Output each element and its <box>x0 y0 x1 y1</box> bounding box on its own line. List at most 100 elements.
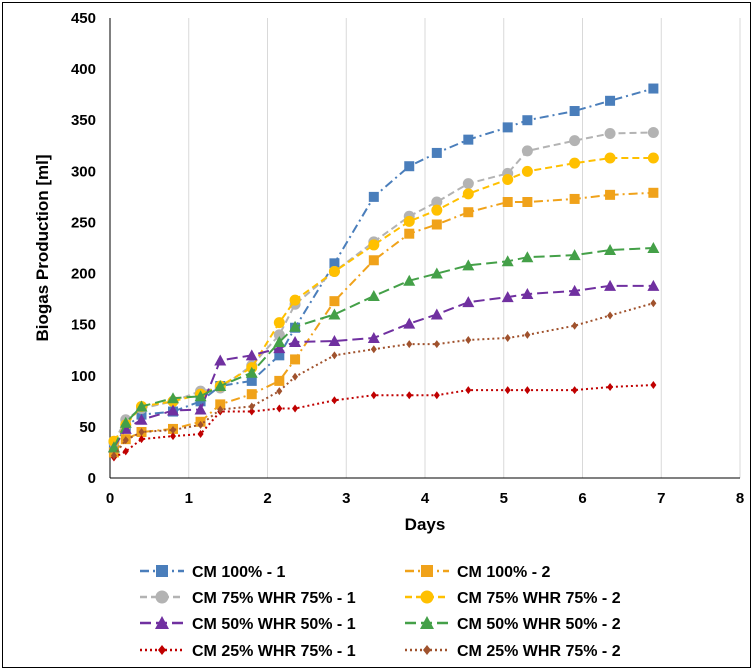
data-point <box>524 386 531 395</box>
legend-label: CM 50% WHR 50% - 2 <box>457 616 621 633</box>
legend-item: CM 100% - 1 <box>140 564 285 581</box>
data-point <box>403 215 415 227</box>
data-point <box>462 178 474 190</box>
x-tick-label: 4 <box>421 490 430 507</box>
x-tick-label: 7 <box>657 490 665 507</box>
data-point <box>605 189 616 200</box>
data-point <box>331 396 338 405</box>
data-point <box>367 290 380 302</box>
legend-marker <box>423 645 431 655</box>
data-point <box>246 389 257 400</box>
legend-item: CM 75% WHR 75% - 1 <box>140 590 356 607</box>
legend-marker <box>155 616 169 629</box>
data-point <box>430 308 443 320</box>
data-point <box>522 197 533 207</box>
data-point <box>521 288 534 299</box>
series-6 <box>107 242 660 453</box>
data-point <box>463 134 474 145</box>
data-point <box>648 83 659 94</box>
data-point <box>521 251 534 263</box>
data-point <box>246 375 257 386</box>
data-point <box>465 336 472 344</box>
data-point <box>167 404 179 416</box>
data-point <box>245 366 258 378</box>
data-point <box>276 387 283 396</box>
data-point <box>217 405 224 414</box>
data-point <box>274 375 285 386</box>
data-point <box>433 340 440 349</box>
legend: CM 100% - 1 CM 100% - 2 CM 75% WHR 75% - 1… <box>140 564 621 660</box>
x-tick-label: 1 <box>185 490 193 507</box>
legend-label: CM 25% WHR 75% - 1 <box>192 643 356 660</box>
x-tick-label: 5 <box>500 490 508 507</box>
data-point <box>367 331 380 343</box>
legend-marker <box>155 590 169 604</box>
data-point <box>329 296 340 307</box>
data-point <box>605 95 616 106</box>
data-point <box>433 391 440 400</box>
legend-marker <box>420 616 434 629</box>
data-point <box>370 391 377 400</box>
data-point <box>292 372 299 381</box>
data-point <box>248 402 255 411</box>
y-axis-label: Biogas Production [ml] <box>33 155 52 342</box>
legend-item: CM 75% WHR 75% - 2 <box>405 590 621 607</box>
data-point <box>462 259 475 271</box>
y-tick-label: 200 <box>71 266 96 283</box>
data-point <box>569 157 581 169</box>
data-point <box>406 340 413 349</box>
data-point <box>462 296 475 308</box>
axes <box>109 18 740 479</box>
data-point <box>569 193 580 204</box>
y-tick-label: 300 <box>71 163 96 180</box>
data-point <box>331 351 338 360</box>
data-point <box>568 249 581 261</box>
data-point <box>370 345 377 354</box>
y-tick-label: 250 <box>71 214 96 231</box>
data-point <box>403 317 416 329</box>
data-point <box>647 279 660 291</box>
data-point <box>524 330 531 339</box>
x-tick-label: 8 <box>736 490 744 507</box>
data-point <box>328 308 341 320</box>
y-tick-label: 350 <box>71 112 96 129</box>
series-8 <box>110 299 657 460</box>
series-7 <box>110 380 657 462</box>
data-point <box>522 115 533 126</box>
data-point <box>569 135 581 147</box>
data-point <box>368 255 379 266</box>
legend-label: CM 100% - 1 <box>192 564 285 581</box>
data-point <box>215 399 226 410</box>
data-point <box>195 396 206 407</box>
data-point <box>197 420 204 429</box>
data-point <box>170 425 176 434</box>
y-tick-label: 0 <box>88 470 96 487</box>
data-point <box>431 219 442 230</box>
legend-label: CM 75% WHR 75% - 2 <box>457 590 621 607</box>
data-point <box>650 299 657 308</box>
data-point <box>431 196 443 208</box>
tick-labels: 0 50 100 150 200 250 300 350 400 450 0 1 2 3 4 5 6 7 8 <box>71 10 744 507</box>
data-point <box>170 432 176 441</box>
data-point <box>502 174 514 186</box>
data-point <box>119 416 132 428</box>
data-point <box>110 451 117 460</box>
data-point <box>521 145 533 157</box>
data-point <box>368 239 380 251</box>
data-point <box>273 336 286 348</box>
data-point <box>289 294 301 306</box>
data-point <box>501 255 514 267</box>
data-point <box>107 441 120 453</box>
data-point <box>122 447 129 456</box>
y-tick-label: 150 <box>71 317 96 334</box>
legend-label: CM 75% WHR 75% - 1 <box>192 590 356 607</box>
data-point <box>568 284 581 296</box>
x-tick-label: 2 <box>263 490 271 507</box>
data-point <box>289 320 302 332</box>
data-point <box>569 106 580 117</box>
legend-marker <box>158 645 166 655</box>
series-line <box>113 191 654 454</box>
data-point <box>650 380 657 389</box>
legend-marker <box>420 590 434 604</box>
